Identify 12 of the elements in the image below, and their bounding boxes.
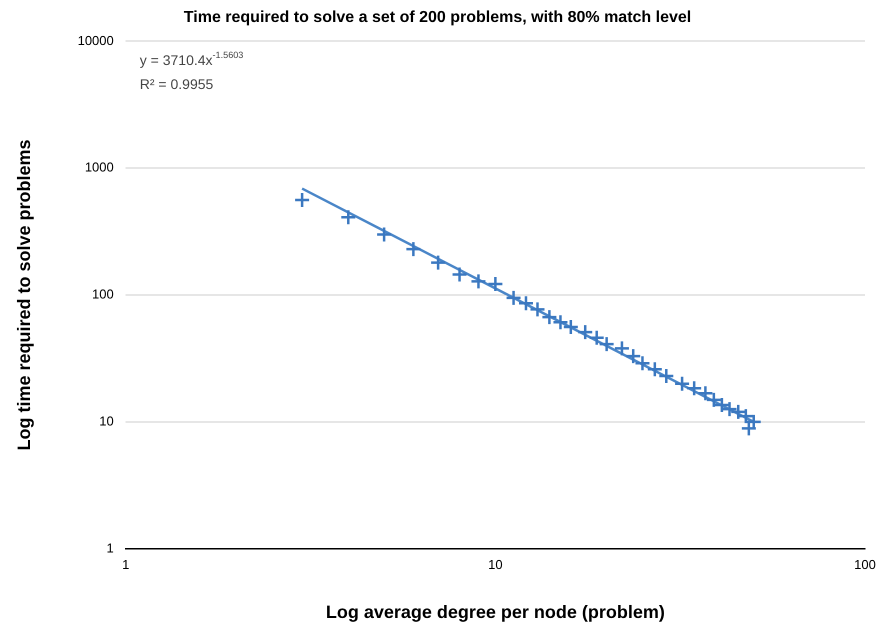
y-tick-label: 10 <box>99 413 114 428</box>
x-tick-label: 1 <box>122 557 130 572</box>
y-tick-label: 1000 <box>84 160 114 175</box>
x-tick-label: 10 <box>488 557 503 572</box>
y-tick-label: 10000 <box>78 32 114 48</box>
y-tick-label: 100 <box>92 286 114 302</box>
x-axis-title: Log average degree per node (problem) <box>326 602 665 622</box>
x-tick-label: 100 <box>854 557 876 572</box>
y-tick-label: 1 <box>106 540 114 556</box>
y-axis-title: Log time required to solve problems <box>14 139 34 451</box>
chart-title: Time required to solve a set of 200 problems, with 80% match level <box>184 9 692 26</box>
annotation: R² = 0.9955 <box>140 76 214 92</box>
